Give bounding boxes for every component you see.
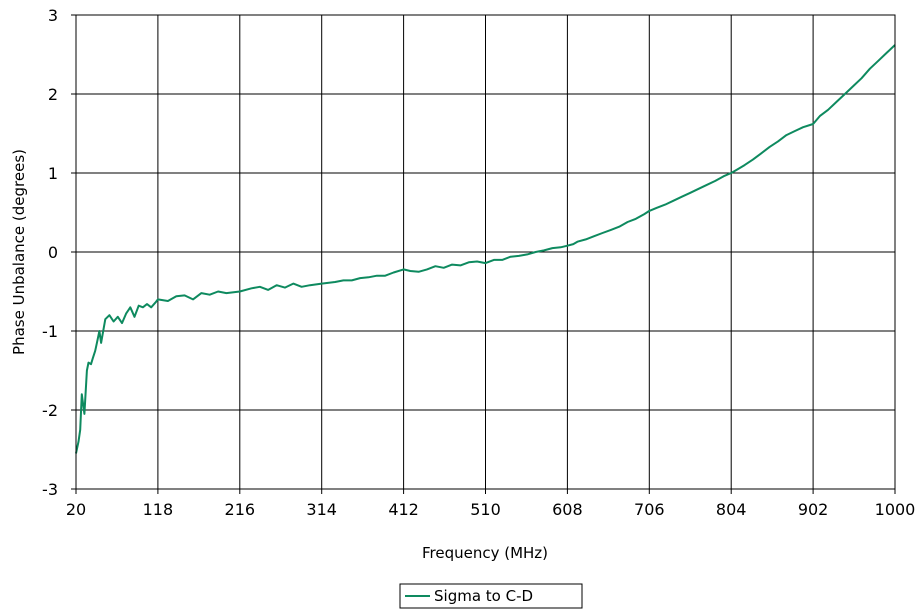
y-tick-label: 2 xyxy=(48,85,58,104)
x-tick-label: 510 xyxy=(470,500,501,519)
x-tick-label: 608 xyxy=(552,500,583,519)
x-tick-label: 216 xyxy=(225,500,256,519)
legend-box xyxy=(399,583,583,609)
y-tick-labels: -3 -2 -1 0 1 2 3 xyxy=(42,6,58,499)
y-tick-label: -2 xyxy=(42,401,58,420)
y-tick-label: -3 xyxy=(42,480,58,499)
y-tick-label: 0 xyxy=(48,243,58,262)
x-axis-title: Frequency (MHz) xyxy=(422,544,548,562)
x-tick-label: 902 xyxy=(798,500,829,519)
y-tick-label: 3 xyxy=(48,6,58,25)
x-tick-label: 706 xyxy=(634,500,665,519)
x-tick-label: 314 xyxy=(306,500,337,519)
y-tick-label: -1 xyxy=(42,322,58,341)
plot-border xyxy=(75,14,896,490)
series-layer xyxy=(75,44,896,454)
x-tick-labels: 20 118 216 314 412 510 608 706 804 902 1000 xyxy=(66,500,916,519)
x-tick-label: 20 xyxy=(66,500,86,519)
y-axis-title: Phase Unbalance (degrees) xyxy=(10,149,28,355)
y-tick-label: 1 xyxy=(48,164,58,183)
series-line-0 xyxy=(75,44,896,454)
x-tick-label: 804 xyxy=(716,500,747,519)
legend: Sigma to C-D xyxy=(399,583,583,609)
legend-label-sigma-to-c-d: Sigma to C-D xyxy=(434,587,533,605)
x-tick-label: 1000 xyxy=(875,500,916,519)
x-tick-label: 118 xyxy=(143,500,174,519)
x-tick-label: 412 xyxy=(388,500,419,519)
